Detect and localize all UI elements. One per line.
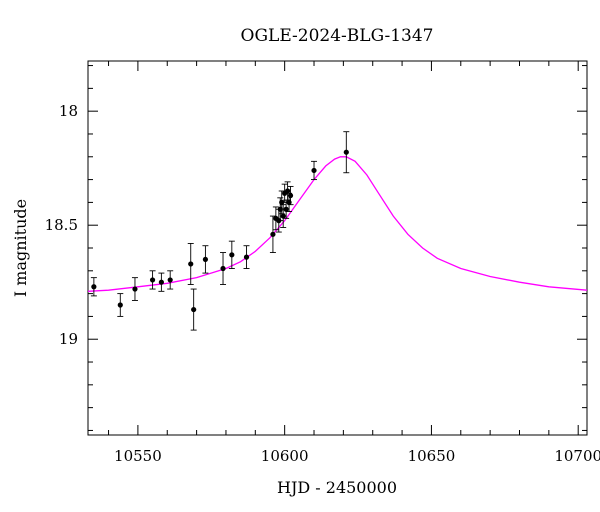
data-points-group [90, 131, 350, 331]
data-marker [91, 284, 97, 290]
data-point [287, 185, 294, 206]
y-tick-label: 18.5 [45, 216, 78, 234]
data-marker [280, 213, 286, 219]
data-point [202, 245, 209, 274]
data-point [190, 288, 197, 331]
data-point [284, 181, 291, 201]
data-point [343, 131, 350, 174]
data-marker [270, 231, 276, 237]
data-marker [311, 167, 317, 174]
x-tick-label: 10600 [261, 447, 309, 465]
plot-frame [87, 60, 588, 436]
data-marker [149, 277, 156, 283]
data-marker [283, 206, 289, 212]
y-tick-label: 19 [59, 330, 78, 348]
data-point [187, 242, 194, 285]
data-marker [117, 302, 123, 308]
y-tick-label: 18 [59, 102, 78, 120]
data-marker [285, 188, 291, 194]
data-point [311, 160, 318, 181]
data-point [131, 277, 138, 301]
data-point [158, 272, 165, 292]
data-marker [158, 279, 164, 285]
data-point [228, 240, 235, 269]
data-point [149, 270, 156, 290]
x-tick-label: 10650 [408, 447, 456, 465]
data-marker [243, 254, 250, 260]
data-point [280, 204, 287, 228]
data-point [90, 277, 97, 297]
data-point [269, 215, 276, 254]
data-point [117, 293, 124, 317]
data-marker [132, 286, 138, 292]
x-tick-label: 10700 [554, 447, 600, 465]
data-point [243, 245, 250, 269]
axis-ticks [88, 61, 587, 435]
data-marker [202, 256, 209, 263]
model-curve [87, 156, 588, 292]
data-point [167, 270, 174, 290]
model-curve-group [87, 156, 588, 292]
x-tick-label: 10550 [114, 447, 162, 465]
x-axis-label: HJD - 2450000 [277, 478, 397, 497]
data-point [220, 252, 227, 285]
chart-title: OGLE-2024-BLG-1347 [241, 26, 434, 46]
data-marker [167, 277, 173, 283]
data-marker [188, 261, 194, 267]
axis-tick-labels: 10550 10600 10650 10700 18 18.5 19 [45, 102, 600, 465]
data-marker [287, 192, 294, 199]
data-marker [229, 252, 235, 258]
data-marker [220, 265, 226, 272]
data-point [272, 206, 279, 231]
data-marker [191, 306, 197, 313]
y-axis-label: I magnitude [11, 199, 30, 297]
data-marker [343, 149, 349, 155]
